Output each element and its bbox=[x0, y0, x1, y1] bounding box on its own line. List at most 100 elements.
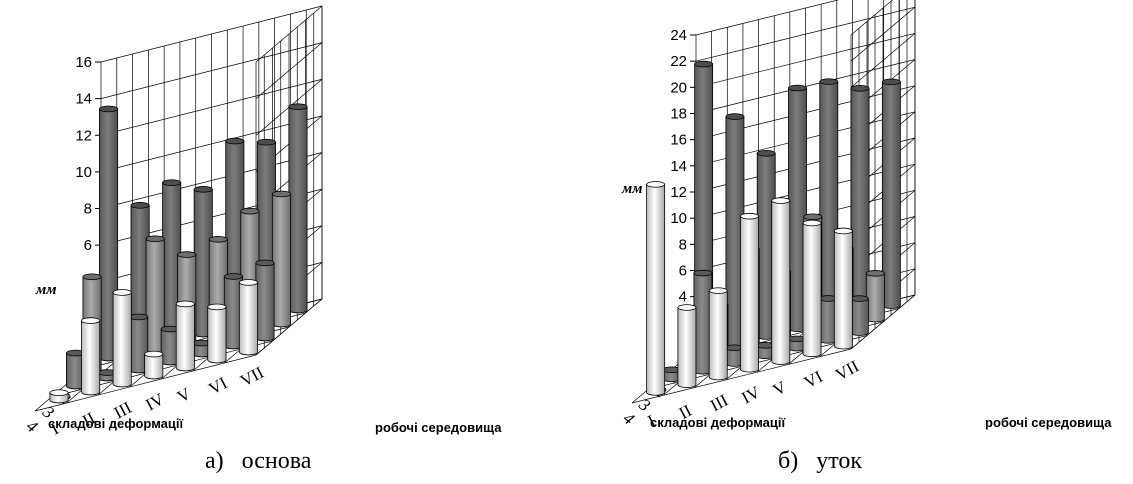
bar-top bbox=[819, 78, 839, 85]
bar-body bbox=[802, 222, 822, 358]
bar-body bbox=[207, 306, 227, 364]
gridline bbox=[255, 298, 323, 356]
bar-body bbox=[175, 303, 195, 372]
bar bbox=[865, 270, 885, 323]
y-tick-label: 6 bbox=[84, 237, 92, 254]
bar-top bbox=[881, 78, 901, 86]
bar bbox=[881, 78, 901, 309]
bar-top bbox=[646, 181, 666, 188]
x-axis-label: складові деформації bbox=[48, 416, 183, 431]
bar bbox=[81, 317, 101, 396]
bar-top bbox=[740, 212, 759, 220]
bar-top bbox=[225, 137, 245, 145]
bar-body bbox=[740, 215, 759, 373]
x-axis-label: складові деформації bbox=[650, 415, 785, 430]
z-tick-label: VII bbox=[237, 363, 267, 391]
z-axis-label: робочі середовища bbox=[375, 420, 502, 435]
z-tick-label: VI bbox=[206, 373, 231, 398]
bar-top bbox=[193, 186, 213, 193]
bar bbox=[756, 341, 775, 360]
x-tick-label: 3 bbox=[635, 394, 654, 415]
bar-top bbox=[81, 317, 101, 324]
bar-top bbox=[208, 235, 228, 243]
bar-top bbox=[849, 295, 869, 302]
bar bbox=[802, 219, 822, 358]
bar bbox=[833, 227, 853, 350]
bar bbox=[677, 304, 697, 388]
bar-top bbox=[271, 190, 291, 198]
bar-body bbox=[271, 193, 291, 328]
z-tick-label: V bbox=[174, 384, 194, 407]
z-tick-label: IV bbox=[738, 382, 763, 408]
bar bbox=[49, 389, 69, 404]
bar-top bbox=[175, 300, 195, 308]
bar-top bbox=[677, 304, 697, 311]
bar bbox=[849, 295, 869, 336]
bar-top bbox=[850, 85, 870, 92]
caption-letter: б) bbox=[778, 448, 799, 474]
bar-body bbox=[677, 307, 697, 388]
bar-top bbox=[49, 389, 69, 396]
bar-top bbox=[255, 259, 275, 267]
bar bbox=[271, 190, 291, 328]
bar bbox=[175, 300, 195, 372]
bar-body bbox=[255, 262, 275, 342]
bar-top bbox=[162, 179, 182, 186]
y-tick-label: 24 bbox=[670, 27, 687, 44]
y-tick-label: 14 bbox=[670, 158, 687, 175]
bar-top bbox=[771, 197, 791, 204]
bar bbox=[255, 259, 275, 342]
bar-top bbox=[144, 350, 164, 358]
bar-top bbox=[223, 273, 243, 280]
caption-osnova: а) основа bbox=[205, 448, 311, 475]
bar-top bbox=[82, 273, 102, 281]
bar-top bbox=[238, 279, 258, 286]
z-tick-label: VI bbox=[801, 367, 826, 392]
x-tick-label: 4 bbox=[23, 416, 42, 437]
bar bbox=[207, 303, 227, 364]
z-tick-label: V bbox=[770, 377, 790, 400]
y-tick-label: 10 bbox=[670, 210, 687, 227]
bar bbox=[238, 279, 258, 356]
bar bbox=[771, 197, 791, 365]
bar-top bbox=[803, 213, 823, 221]
bar-body bbox=[646, 183, 666, 396]
bar bbox=[724, 344, 744, 367]
chart-utok: 024681012141618202224мм1234складові дефо… bbox=[620, 0, 1112, 431]
bar-top bbox=[112, 289, 132, 296]
bar-body bbox=[288, 106, 308, 314]
bar-body bbox=[112, 292, 132, 388]
gridline bbox=[34, 354, 257, 412]
z-tick-label: VII bbox=[832, 356, 862, 384]
y-tick-label: 10 bbox=[75, 164, 92, 181]
bar-top bbox=[865, 270, 885, 277]
bar bbox=[708, 287, 728, 381]
bar-body bbox=[881, 81, 901, 309]
z-axis-label: робочі середовища bbox=[985, 415, 1112, 430]
y-tick-label: 20 bbox=[670, 79, 687, 96]
bar bbox=[112, 289, 132, 388]
x-tick-label: 4 bbox=[620, 408, 639, 429]
bar-body bbox=[144, 353, 164, 380]
caption-letter: а) bbox=[205, 448, 224, 474]
bar-top bbox=[725, 113, 745, 120]
chart-osnova: 0246810121416мм1234складові деформаціїII… bbox=[23, 5, 502, 439]
y-tick-label: 12 bbox=[75, 127, 92, 144]
bar-top bbox=[788, 84, 807, 92]
bar bbox=[66, 349, 86, 390]
bar-body bbox=[771, 200, 791, 365]
bar bbox=[740, 212, 759, 373]
bar bbox=[160, 325, 180, 366]
bar-top bbox=[99, 105, 119, 113]
y-tick-label: 4 bbox=[679, 289, 687, 306]
bar bbox=[646, 181, 666, 396]
bar bbox=[288, 103, 308, 314]
bar bbox=[192, 339, 212, 358]
bars bbox=[646, 60, 901, 396]
y-tick-label: 22 bbox=[670, 53, 687, 70]
bar-top bbox=[129, 313, 149, 321]
bar-body bbox=[865, 272, 885, 323]
y-tick-label: 16 bbox=[75, 54, 92, 71]
bar-body bbox=[708, 290, 728, 381]
